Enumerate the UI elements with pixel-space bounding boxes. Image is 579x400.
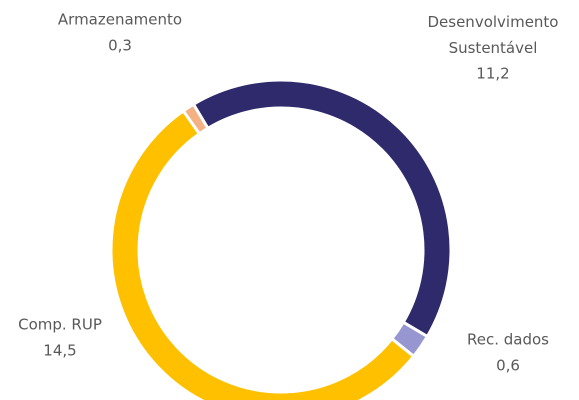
slice-label: Armazenamento [58,11,182,29]
donut-slice [109,108,416,400]
donut-slice [181,102,210,136]
value-label: 11,2 [476,65,509,83]
value-label: 14,5 [43,342,76,360]
slice-label: Comp. RUP [18,316,102,334]
slice-label: Desenvolvimento Sustentável [427,13,558,57]
value-label: 0,6 [496,357,520,375]
donut-slice [191,78,453,339]
label-line: Desenvolvimento [427,13,558,31]
label-line: Sustentável [449,39,538,57]
value-label: 0,3 [108,37,132,55]
slice-label: Rec. dados [467,331,549,349]
